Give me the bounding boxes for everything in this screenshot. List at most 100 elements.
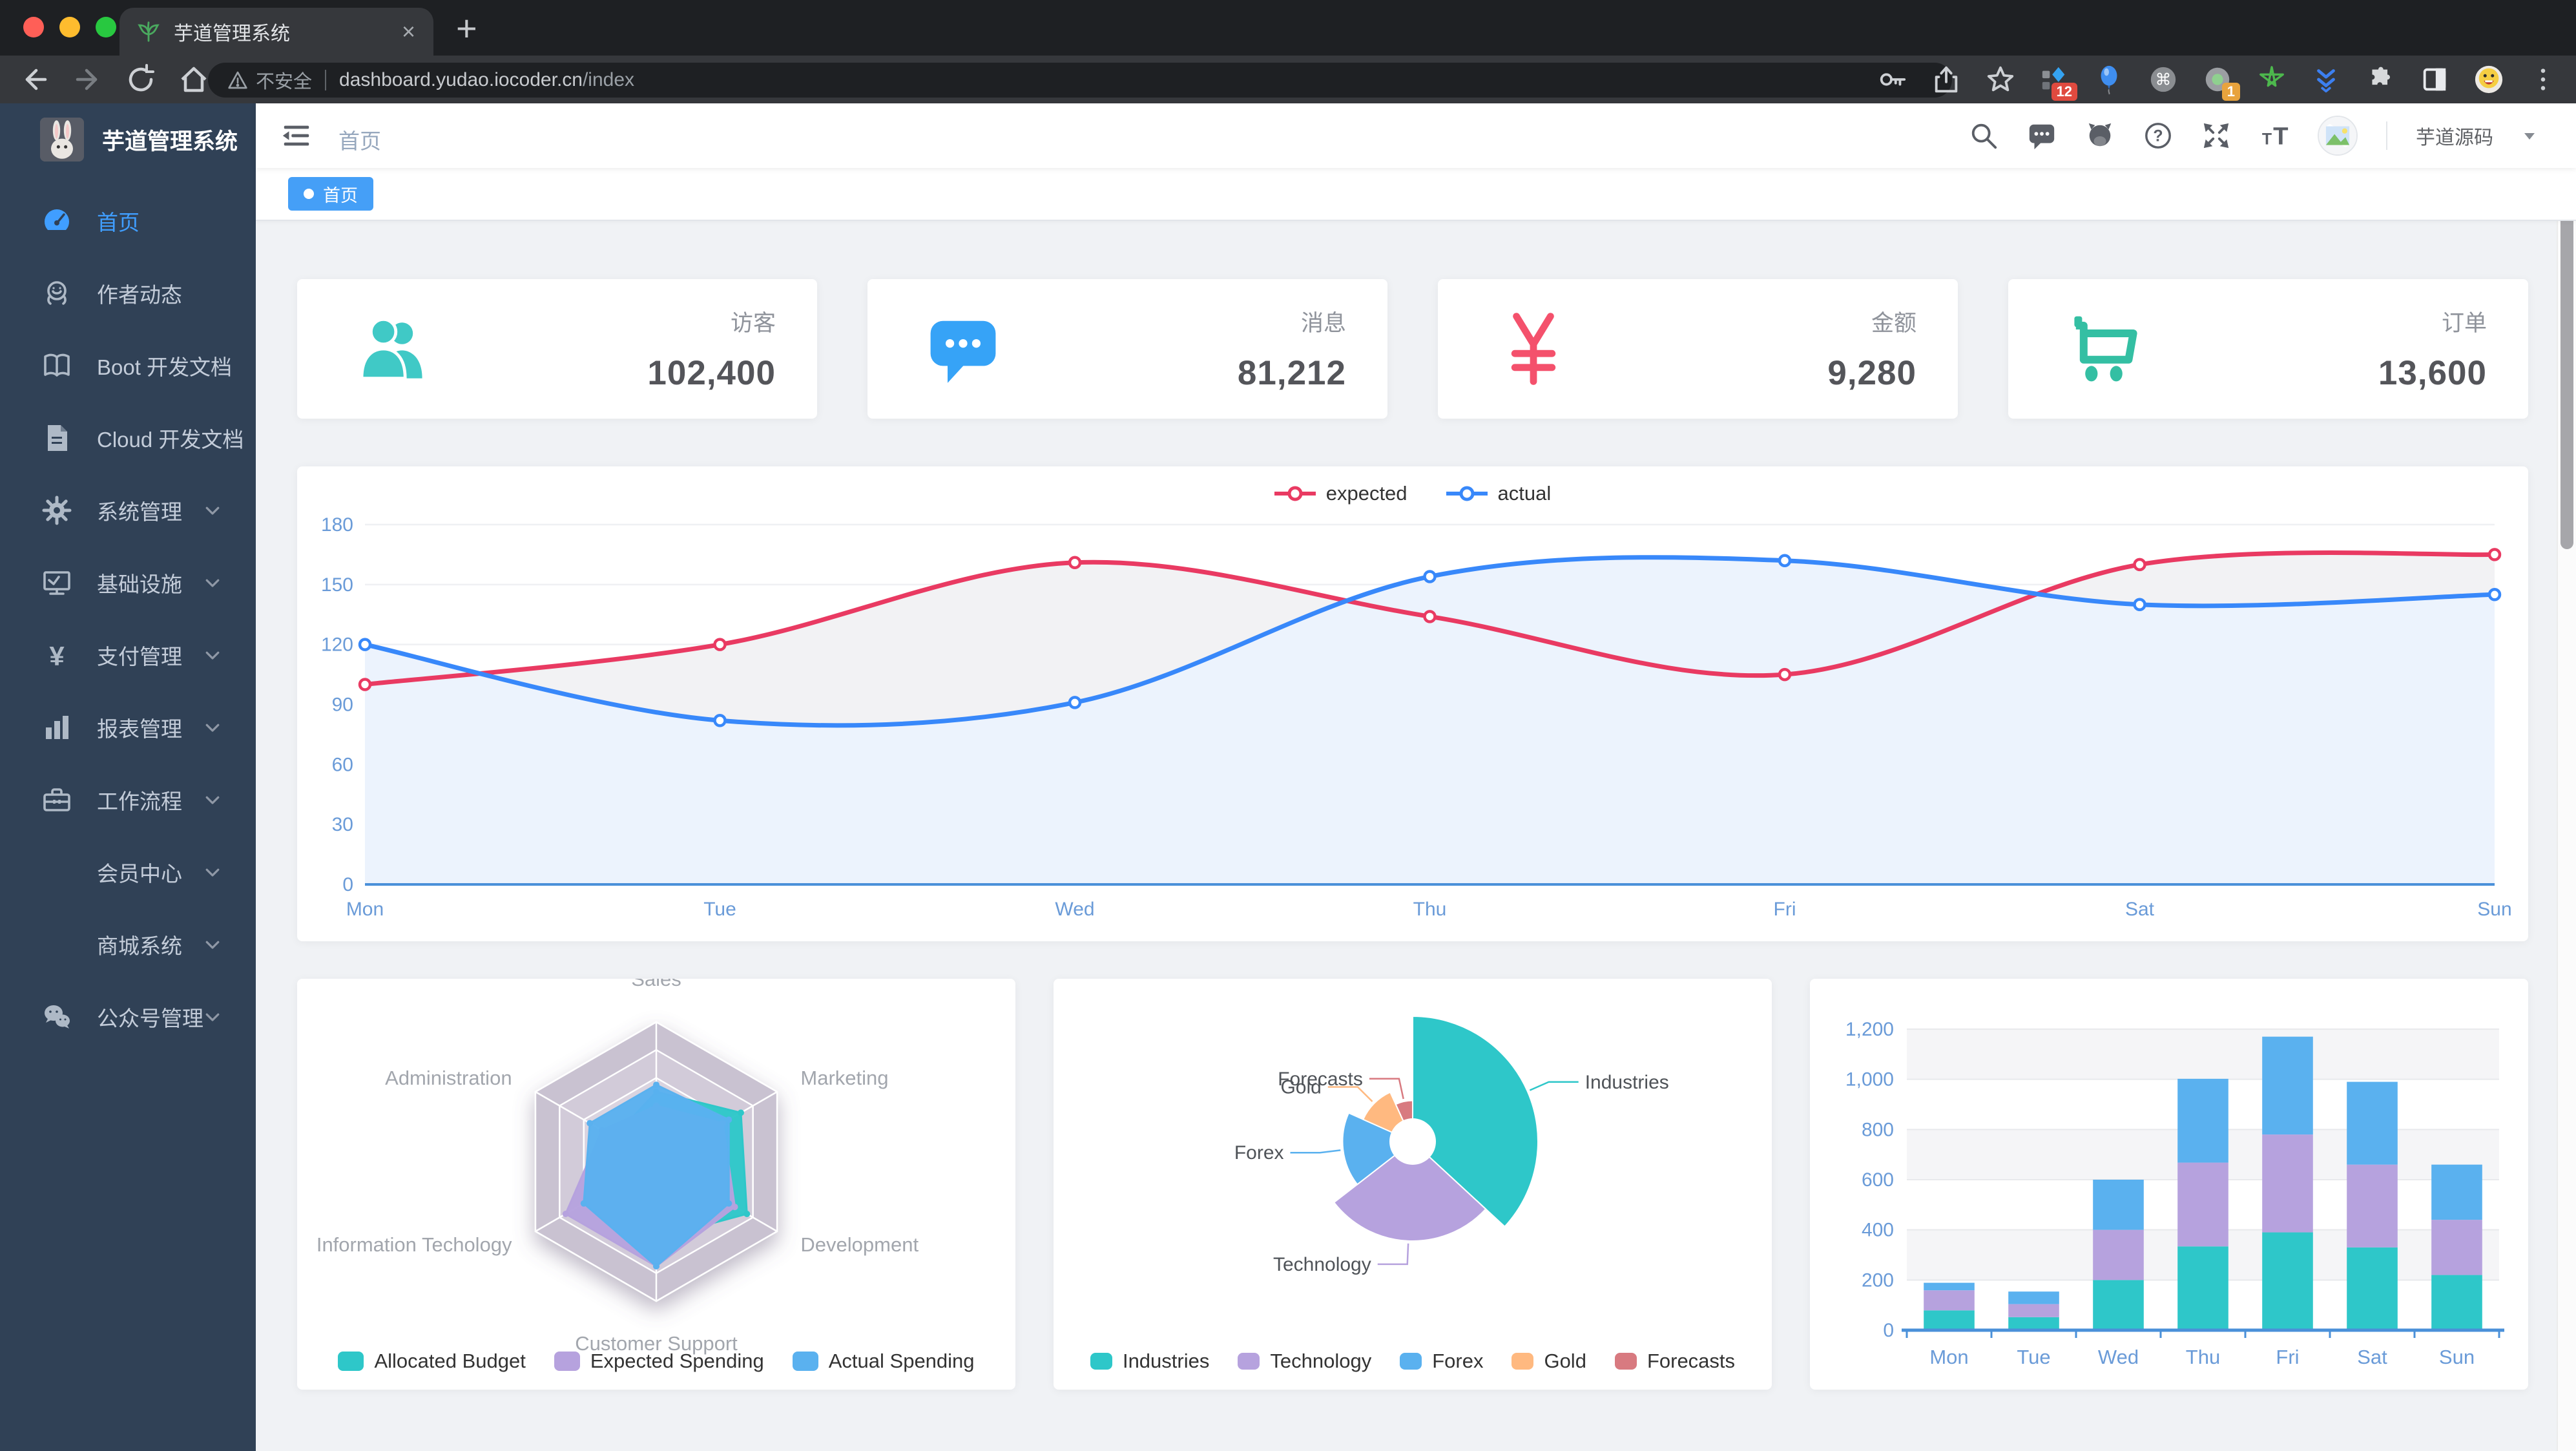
legend-item[interactable]: Industries: [1090, 1350, 1209, 1373]
browser-tab[interactable]: 芋道管理系统 ×: [119, 8, 433, 56]
sidebar-item-6[interactable]: ¥ 支付管理: [0, 619, 256, 691]
omnibox-divider: [325, 70, 327, 90]
legend-item[interactable]: actual: [1446, 482, 1552, 505]
back-button[interactable]: [19, 64, 50, 95]
svg-text:1,000: 1,000: [1845, 1069, 1894, 1091]
sidebar-item-11[interactable]: 公众号管理: [0, 981, 256, 1053]
new-tab-button[interactable]: +: [456, 8, 477, 48]
extension-star-icon[interactable]: [2257, 65, 2287, 94]
legend-item[interactable]: Gold: [1511, 1350, 1586, 1373]
forward-button[interactable]: [72, 64, 103, 95]
book-icon: [41, 350, 72, 381]
address-bar[interactable]: 不安全 dashboard.yudao.iocoder.cn/index: [208, 63, 1952, 98]
user-avatar[interactable]: [2318, 116, 2358, 156]
legend-item[interactable]: Forecasts: [1614, 1350, 1736, 1373]
sidebar-item-3[interactable]: Cloud 开发文档: [0, 402, 256, 474]
sidebar-item-label: 会员中心: [97, 862, 182, 886]
radar-chart-card: Sales Marketing Development Customer Suppor…: [297, 979, 1015, 1390]
cart-icon: [2065, 310, 2143, 388]
sidebar-menu: 首页 作者动态 Boot 开发文档 Cloud 开发文档 系统管理 基础设施 ¥ 支付管理报表…: [0, 185, 256, 1053]
svg-text:180: 180: [321, 514, 353, 536]
legend-item[interactable]: Expected Spending: [554, 1350, 764, 1373]
reload-button[interactable]: [125, 64, 156, 95]
password-key-icon[interactable]: [1877, 65, 1907, 94]
macos-traffic-lights: [23, 17, 116, 37]
breadcrumb[interactable]: 首页: [338, 129, 381, 153]
extension-chevrons-icon[interactable]: [2311, 65, 2341, 94]
sidebar-item-4[interactable]: 系统管理: [0, 474, 256, 547]
svg-text:Wed: Wed: [1055, 899, 1094, 920]
stat-label: 消息: [1300, 311, 1346, 336]
svg-text:Thu: Thu: [2186, 1346, 2220, 1368]
extension-balloon-icon[interactable]: [2094, 65, 2124, 95]
user-name[interactable]: 芋道源码: [2416, 127, 2493, 149]
sidebar-item-5[interactable]: 基础设施: [0, 547, 256, 619]
svg-text:Forecasts: Forecasts: [1278, 1069, 1363, 1090]
legend-item[interactable]: Technology: [1238, 1350, 1371, 1373]
scrollbar-thumb[interactable]: [2560, 213, 2573, 549]
stat-card-2[interactable]: 金额 9,280: [1438, 279, 1958, 419]
legend-item[interactable]: Forex: [1400, 1350, 1483, 1373]
close-window-button[interactable]: [23, 17, 44, 37]
sidebar-item-1[interactable]: 作者动态: [0, 257, 256, 329]
svg-text:1,200: 1,200: [1845, 1019, 1894, 1040]
sidebar-item-label: 报表管理: [97, 717, 182, 741]
tag-home[interactable]: 首页: [288, 177, 373, 211]
stat-card-0[interactable]: 访客 102,400: [297, 279, 817, 419]
legend-item[interactable]: Allocated Budget: [338, 1350, 526, 1373]
svg-text:150: 150: [321, 574, 353, 596]
message-icon[interactable]: [2027, 121, 2057, 151]
question-icon[interactable]: ?: [2143, 121, 2173, 151]
sidebar-item-8[interactable]: 工作流程: [0, 764, 256, 836]
security-label: 不安全: [256, 72, 313, 92]
stat-value: 81,212: [1237, 354, 1346, 392]
tag-active-dot: [304, 189, 314, 199]
sidebar-fold-icon[interactable]: [280, 120, 313, 151]
app-title: 芋道管理系统: [102, 129, 238, 154]
extension-updates-icon[interactable]: 12: [2040, 65, 2077, 101]
extension-recorder-icon[interactable]: 1: [2203, 65, 2240, 101]
stat-label: 金额: [1871, 311, 1916, 336]
github-icon[interactable]: [2085, 121, 2115, 151]
tab-close-icon[interactable]: ×: [401, 18, 415, 45]
legend-item[interactable]: Actual Spending: [792, 1350, 975, 1373]
svg-text:Industries: Industries: [1585, 1072, 1669, 1093]
legend-label: Forecasts: [1646, 1350, 1736, 1372]
pie-chart-card: Industries Technology Forex Gold Forecasts I…: [1054, 979, 1772, 1390]
chevron-down-icon: [203, 1007, 222, 1027]
minimize-window-button[interactable]: [59, 17, 80, 37]
svg-text:400: 400: [1862, 1220, 1894, 1241]
sidebar-item-10[interactable]: 商城系统: [0, 908, 256, 981]
favicon-leaf-icon: [138, 21, 160, 43]
extension-command-icon[interactable]: ⌘: [2148, 65, 2178, 94]
sidebar-item-0[interactable]: 首页: [0, 185, 256, 257]
profile-avatar-icon[interactable]: [2474, 65, 2504, 94]
tab-title: 芋道管理系统: [174, 23, 290, 45]
legend-item[interactable]: expected: [1274, 482, 1407, 505]
sidebar-item-9[interactable]: 会员中心: [0, 836, 256, 908]
svg-text:Development: Development: [800, 1233, 919, 1256]
svg-text:⌘: ⌘: [2155, 70, 2172, 89]
share-icon[interactable]: [1931, 65, 1961, 94]
stat-card-3[interactable]: 订单 13,600: [2008, 279, 2528, 419]
bookmark-star-icon[interactable]: [1986, 65, 2015, 94]
sidebar-item-7[interactable]: 报表管理: [0, 691, 256, 764]
sidebar-item-2[interactable]: Boot 开发文档: [0, 329, 256, 402]
sidebar-logo[interactable]: 芋道管理系统: [0, 103, 256, 168]
fullscreen-icon[interactable]: [2201, 121, 2231, 151]
legend-label: actual: [1497, 482, 1552, 505]
stat-card-1[interactable]: 消息 81,212: [867, 279, 1387, 419]
side-panel-icon[interactable]: [2420, 65, 2449, 94]
home-button[interactable]: [178, 64, 209, 95]
browser-menu-icon[interactable]: [2528, 65, 2558, 94]
sidebar-item-label: 工作流程: [97, 789, 182, 813]
extensions-puzzle-icon[interactable]: [2365, 65, 2395, 94]
zoom-window-button[interactable]: [96, 17, 116, 37]
search-icon[interactable]: [1969, 121, 1999, 151]
chevron-down-icon[interactable]: [2522, 128, 2537, 143]
svg-text:Sat: Sat: [2357, 1346, 2387, 1368]
toolbox-icon: [41, 784, 72, 815]
